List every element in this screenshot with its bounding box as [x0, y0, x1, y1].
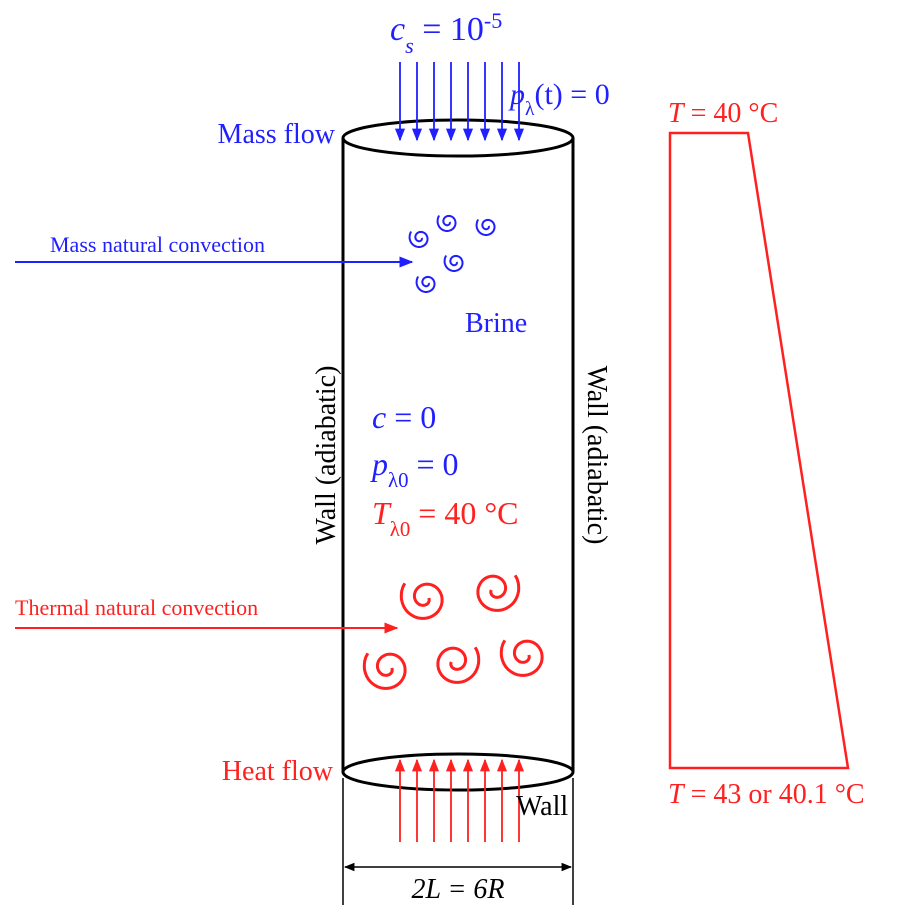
right-wall-label: Wall (adiabatic) [581, 366, 612, 545]
heat-flow-label: Heat flow [222, 756, 334, 787]
cylinder-bottom [341, 752, 575, 792]
convection-swirl [362, 652, 407, 690]
subscript: λ0 [388, 469, 408, 492]
brine-label: Brine [465, 308, 527, 339]
exponent: -5 [484, 8, 502, 33]
convection-swirl [443, 254, 464, 272]
initial-condition: c = 0 [372, 399, 436, 435]
rest: = 40 °C [410, 495, 518, 531]
convection-swirl [415, 275, 436, 293]
top-temperature: T = 40 °C [668, 98, 778, 129]
subscript: λ [525, 99, 535, 120]
convection-swirl [399, 582, 444, 620]
shapes [15, 62, 850, 905]
convection-swirl [408, 230, 429, 248]
subscript: λ0 [390, 518, 410, 541]
top-condition: cs = 10-5 [390, 8, 502, 58]
symbol: T [372, 495, 392, 531]
rest: = 10 [414, 11, 484, 48]
cylinder-top [341, 118, 575, 158]
initial-condition: pλ0 = 0 [370, 446, 459, 492]
convection-swirl [436, 214, 457, 232]
rest: = 43 or 40.1 °C [684, 779, 865, 810]
convection-swirl [476, 574, 521, 612]
convection-swirl [436, 646, 481, 684]
symbol: T [668, 98, 686, 129]
pressure-condition: pλ(t) = 0 [508, 78, 610, 120]
subscript: s [405, 33, 414, 58]
convection-swirl [499, 639, 544, 677]
symbol: c [372, 399, 386, 435]
mass-convection-label: Mass natural convection [50, 232, 265, 257]
temperature-profile [668, 131, 850, 770]
symbol: T [668, 779, 686, 810]
rest: = 0 [408, 446, 458, 482]
bottom-wall-label: Wall [516, 791, 568, 822]
symbol: p [370, 446, 388, 482]
rest: = 0 [386, 399, 436, 435]
initial-condition: Tλ0 = 40 °C [372, 495, 518, 541]
mass-flow: Mass flow [218, 119, 336, 150]
left-wall-label: Wall (adiabatic) [311, 366, 342, 545]
symbol: p [508, 78, 525, 111]
dimension-label: 2L = 6R [411, 874, 504, 905]
rest: = 40 °C [684, 98, 779, 129]
rest: (t) = 0 [534, 78, 609, 111]
bottom-temperature: T = 43 or 40.1 °C [668, 779, 865, 810]
symbol: c [390, 11, 405, 48]
thermal-convection-label: Thermal natural convection [15, 595, 258, 620]
convection-swirl [475, 218, 496, 236]
